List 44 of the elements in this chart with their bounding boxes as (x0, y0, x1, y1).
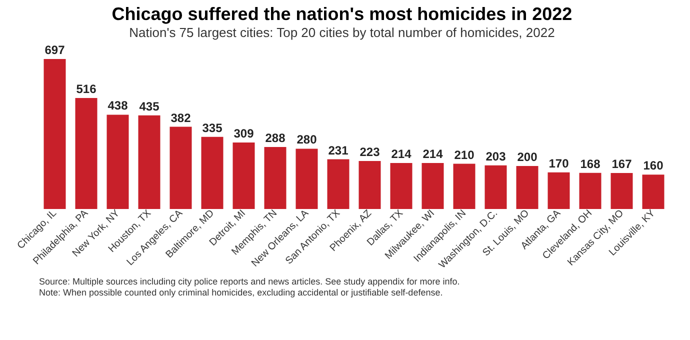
chart-subtitle: Nation's 75 largest cities: Top 20 cities by total number of homicides, 2022 (129, 25, 555, 40)
data-label: 223 (360, 145, 380, 160)
bar (264, 147, 286, 209)
bar (296, 148, 318, 209)
text: Note: When possible counted only criminal homicides, excluding accidental or justifiable self-defense. (39, 288, 443, 298)
bar (642, 174, 664, 209)
bar (106, 114, 129, 209)
chart-title: Chicago suffered the nation's most homicides in 2022 (112, 4, 572, 24)
data-label: 435 (139, 99, 160, 114)
bar (358, 161, 381, 209)
data-label: 280 (296, 132, 318, 147)
bar (548, 172, 570, 209)
bar (75, 98, 98, 209)
data-label: 214 (422, 146, 444, 161)
bar (232, 142, 255, 209)
data-label: 231 (328, 143, 349, 158)
data-label: 210 (454, 148, 475, 162)
data-label: 516 (76, 82, 97, 96)
data-label: 167 (612, 157, 632, 172)
data-label: 168 (580, 156, 601, 171)
data-label: 214 (391, 146, 412, 161)
bar (579, 172, 602, 209)
data-label: 170 (548, 156, 570, 170)
bar (484, 165, 507, 209)
bar (390, 162, 412, 209)
bar (422, 162, 444, 209)
data-label: 203 (486, 149, 506, 164)
bar (170, 126, 192, 209)
bar (453, 164, 476, 209)
bar (201, 136, 224, 209)
bar (327, 159, 350, 209)
data-label: 200 (517, 150, 538, 164)
bar (610, 173, 633, 209)
bar (44, 59, 66, 209)
data-label: 309 (234, 126, 254, 140)
data-label: 438 (108, 98, 128, 113)
data-label: 288 (265, 131, 286, 146)
bar (516, 166, 538, 209)
data-label: 382 (170, 110, 192, 125)
source-note: Source: Multiple sources including city police reports and news articles. See study appendix for more info. (39, 276, 460, 286)
data-label: 160 (643, 158, 664, 173)
data-label: 697 (44, 43, 66, 57)
bar (138, 115, 160, 209)
data-label: 335 (202, 120, 223, 135)
